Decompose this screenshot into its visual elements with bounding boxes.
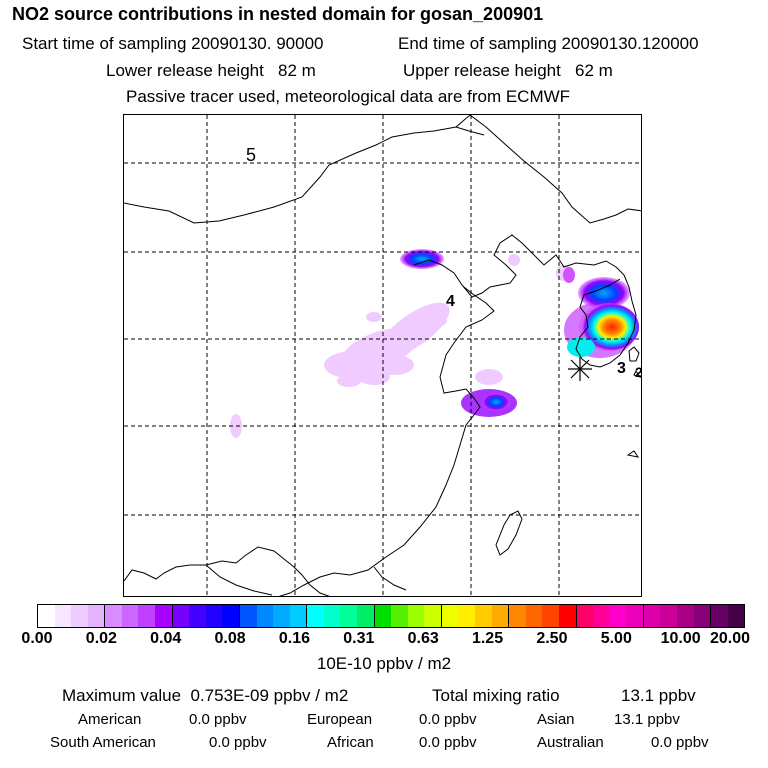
color-scale-segment <box>239 605 257 627</box>
receptor-marker <box>568 357 592 381</box>
color-scale-segment <box>475 605 492 627</box>
color-scale-tick-label: 10.00 <box>660 630 701 647</box>
american-value: 0.0 ppbv <box>189 711 247 728</box>
color-scale-segment <box>356 605 375 627</box>
color-scale-segment <box>138 605 156 627</box>
region-label-4: 4 <box>446 293 455 310</box>
color-scale-bar <box>37 604 745 628</box>
color-scale-segment <box>205 605 223 627</box>
color-scale-segment <box>289 605 308 627</box>
color-scale-segment <box>172 605 190 627</box>
region-label-5: 5 <box>246 145 256 165</box>
lower-release-height: Lower release height 82 m <box>106 61 316 80</box>
map-canvas: 5 4 3 2 <box>124 115 642 596</box>
total-mixing-label: Total mixing ratio <box>432 686 560 705</box>
faint-plumes <box>230 254 572 438</box>
color-scale-tick-label: 0.00 <box>21 630 53 647</box>
upper-release-height: Upper release height 62 m <box>403 61 613 80</box>
color-scale-segment <box>54 605 72 627</box>
color-scale-tick-label: 0.16 <box>278 630 311 647</box>
australian-value: 0.0 ppbv <box>651 734 709 751</box>
color-scale-segment <box>256 605 274 627</box>
color-scale-segment <box>576 605 594 627</box>
south-american-value: 0.0 ppbv <box>209 734 267 751</box>
color-scale-segment <box>643 605 661 627</box>
color-scale-units: 10E-10 ppbv / m2 <box>316 654 452 673</box>
color-scale-segment <box>525 605 543 627</box>
region-label-3: 3 <box>617 360 626 377</box>
plume-north <box>400 249 444 269</box>
color-scale-segment <box>374 605 392 627</box>
color-scale-segment <box>121 605 139 627</box>
plume-east-china-core <box>482 393 510 411</box>
color-scale-segment <box>542 605 559 627</box>
color-scale-segment <box>491 605 510 627</box>
asian-value: 13.1 ppbv <box>614 711 680 728</box>
map-panel: 5 4 3 2 <box>123 114 642 597</box>
color-scale-tick-label: 2.50 <box>536 630 568 647</box>
color-scale-segment <box>323 605 341 627</box>
color-scale-segment <box>458 605 476 627</box>
color-scale-segment <box>155 605 173 627</box>
color-scale-tick-label: 0.08 <box>214 630 246 647</box>
color-scale-tick-label: 0.04 <box>150 630 182 647</box>
region-label-2: 2 <box>635 364 642 380</box>
color-scale-segment <box>441 605 459 627</box>
color-scale-segment <box>273 605 290 627</box>
tracer-note: Passive tracer used, meteorological data… <box>126 87 571 106</box>
end-time-label: End time of sampling 20090130.120000 <box>398 34 699 53</box>
color-scale-segment <box>71 605 88 627</box>
start-time-label: Start time of sampling 20090130. 90000 <box>22 34 324 53</box>
color-scale-tick-label: 20.00 <box>709 630 751 647</box>
south-american-label: South American <box>50 734 156 751</box>
color-scale-segment <box>660 605 677 627</box>
european-value: 0.0 ppbv <box>419 711 477 728</box>
color-scale-segment <box>676 605 694 627</box>
color-scale-segment <box>593 605 610 627</box>
color-scale-segment <box>727 605 745 627</box>
color-scale-segment <box>391 605 408 627</box>
color-scale-segment <box>407 605 425 627</box>
color-scale-segment <box>189 605 206 627</box>
color-scale-ticks: 0.00 0.02 0.04 0.08 0.16 0.31 0.63 1.25 2.50 5.00… <box>0 630 768 650</box>
color-scale-segment <box>222 605 240 627</box>
coastlines <box>124 115 641 596</box>
color-scale-tick-label: 5.00 <box>600 630 632 647</box>
color-scale-segment <box>87 605 106 627</box>
max-value-text: Maximum value 0.753E-09 ppbv / m2 <box>62 686 349 705</box>
color-scale-tick-label: 0.63 <box>407 630 439 647</box>
color-scale-segment <box>307 605 324 627</box>
color-scale-segment <box>340 605 357 627</box>
african-value: 0.0 ppbv <box>419 734 477 751</box>
european-label: European <box>307 711 373 728</box>
color-scale-segment <box>711 605 728 627</box>
color-scale-tick-label: 1.25 <box>471 630 504 647</box>
american-label: American <box>78 711 142 728</box>
color-scale-segment <box>509 605 526 627</box>
color-scale-segment <box>558 605 577 627</box>
lat-lon-grid <box>124 115 641 596</box>
asian-label: Asian <box>537 711 575 728</box>
color-scale-segment <box>609 605 627 627</box>
australian-label: Australian <box>537 734 604 751</box>
color-scale-segment <box>424 605 442 627</box>
color-scale-tick-label: 0.31 <box>343 630 375 647</box>
african-label: African <box>327 734 374 751</box>
color-scale-tick-label: 0.02 <box>85 630 117 647</box>
color-scale-segment <box>38 605 55 627</box>
color-scale-segment <box>626 605 644 627</box>
color-scale-segment <box>105 605 122 627</box>
color-scale-segment <box>693 605 712 627</box>
total-mixing-value: 13.1 ppbv <box>621 686 696 705</box>
map-title: NO2 source contributions in nested domai… <box>12 4 544 24</box>
